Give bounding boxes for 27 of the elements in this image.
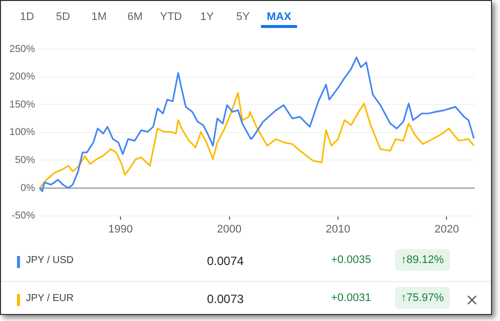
y-tick-label: 0% [20, 182, 36, 194]
text: 6M [126, 11, 144, 25]
y-tick-label: 100% [9, 127, 36, 138]
text: 1M [90, 11, 108, 25]
y-tick-label: 50% [14, 154, 36, 166]
x-tick-label: 2020 [434, 223, 459, 236]
y-tick-label: 200% [9, 72, 36, 83]
y-tick-label: -50% [12, 210, 36, 222]
text: 1D [18, 11, 36, 25]
text: 0.0074 [207, 254, 244, 268]
text: +0.0035 [331, 254, 372, 266]
text: 5D [54, 11, 72, 25]
text: YTD [159, 11, 183, 25]
y-tick-label: 250% [9, 44, 36, 55]
text: 5Y [235, 11, 251, 25]
text: 0.0073 [207, 292, 244, 306]
y-tick-label: 150% [9, 99, 36, 110]
x-tick-label: 2000 [217, 223, 242, 236]
x-tick-label: 1990 [108, 223, 133, 236]
text: ↑89.12% [395, 249, 450, 271]
legend-label: JPY / EUR [26, 293, 74, 304]
text: 1Y [199, 11, 215, 25]
text: MAX [261, 11, 297, 28]
x-tick-label: 2010 [326, 223, 350, 236]
text: +0.0031 [331, 292, 372, 304]
legend-label: JPY / USD [26, 255, 74, 266]
text: ↑75.97% [395, 287, 450, 309]
